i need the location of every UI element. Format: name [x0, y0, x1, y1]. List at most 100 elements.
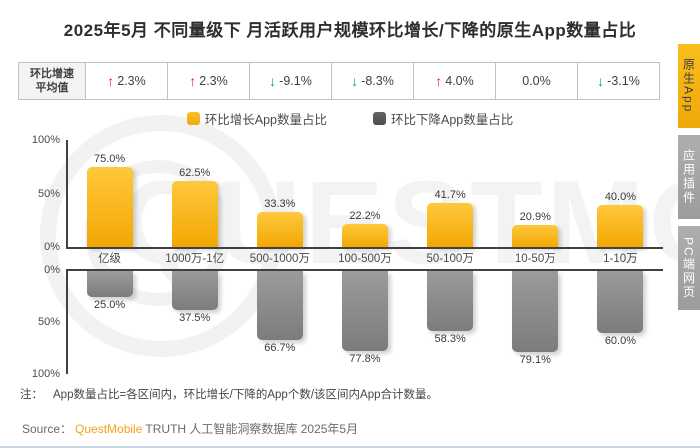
decline-bar	[86, 271, 133, 297]
avg-growth-value: 2.3%	[117, 74, 146, 88]
avg-growth-value: -3.1%	[607, 74, 640, 88]
avg-growth-value: 4.0%	[445, 74, 474, 88]
x-axis-line-bottom	[67, 269, 663, 271]
window-bottom-edge	[0, 446, 700, 448]
source-line: Source： QuestMobile TRUTH 人工智能洞察数据库 2025年5…	[22, 420, 358, 437]
tab-native-app[interactable]: 原生App	[678, 44, 700, 128]
decline-bar	[256, 271, 303, 340]
avg-growth-value: -8.3%	[361, 74, 394, 88]
growth-value-label: 22.2%	[349, 210, 381, 223]
decline-value-label: 77.8%	[349, 353, 381, 366]
y-tick-top-100: 100%	[31, 134, 60, 146]
category-label: 1-10万	[603, 253, 638, 265]
source-rest: TRUTH 人工智能洞察数据库 2025年5月	[145, 422, 359, 436]
category-label: 100-500万	[338, 253, 392, 265]
arrow-down-icon: ↓	[597, 73, 605, 89]
page-title: 2025年5月 不同量级下 月活跃用户规模环比增长/下降的原生App数量占比	[63, 21, 637, 40]
avg-growth-row-label: 环比增速 平均值	[19, 63, 86, 99]
avg-growth-row-label-line1: 环比增速	[30, 67, 74, 80]
growth-bar	[427, 202, 474, 248]
decline-bar-slot: 79.1%	[493, 271, 578, 374]
growth-value-label: 33.3%	[264, 198, 296, 211]
growth-bar-slot: 20.9%	[493, 140, 578, 248]
decline-value-label: 37.5%	[179, 311, 211, 324]
growth-bar	[256, 212, 303, 248]
legend-swatch-growth-icon	[186, 112, 200, 125]
avg-growth-value: 0.0%	[522, 74, 551, 88]
y-axis-line-top	[66, 140, 68, 249]
decline-bar	[512, 271, 559, 353]
decline-bar	[427, 271, 474, 332]
legend-item-growth: 环比增长App数量占比	[186, 109, 327, 128]
y-tick-bottom-100: 100%	[31, 368, 60, 380]
chart-legend: 环比增长App数量占比 环比下降App数量占比	[0, 109, 700, 128]
y-tick-top-0: 0%	[44, 241, 60, 253]
growth-value-label: 62.5%	[179, 166, 211, 179]
avg-growth-cell: ↑ 4.0%	[414, 63, 496, 99]
avg-growth-cell: ↑ 2.3%	[168, 63, 250, 99]
arrow-down-icon: ↓	[351, 73, 359, 89]
growth-bar-slot: 62.5%	[152, 140, 237, 248]
category-label: 1000万-1亿	[165, 253, 225, 265]
y-tick-bottom-0: 0%	[44, 264, 60, 276]
avg-growth-value: 2.3%	[199, 74, 228, 88]
category-label: 500-1000万	[249, 253, 310, 265]
decline-value-label: 66.7%	[264, 341, 296, 354]
avg-growth-value: -9.1%	[279, 74, 312, 88]
footnote-text: App数量占比=各区间内，环比增长/下降的App个数/该区间内App合计数量。	[53, 389, 438, 401]
diverging-bar-chart: 100% 50% 0% 0% 50% 100% 75.0% 62.5% 33.3% 2…	[32, 134, 663, 380]
category-label: 亿级	[98, 253, 122, 265]
legend-label-decline: 环比下降App数量占比	[391, 113, 514, 127]
decline-bar-slot: 25.0%	[67, 271, 152, 374]
y-axis-line-bottom	[66, 269, 68, 374]
side-tab-bar: 原生App 应用插件 PC端网页	[678, 44, 700, 310]
decline-bar	[171, 271, 218, 310]
growth-bar	[512, 225, 559, 248]
legend-label-growth: 环比增长App数量占比	[204, 113, 327, 127]
avg-growth-cell: ↓ -8.3%	[332, 63, 414, 99]
arrow-up-icon: ↑	[107, 73, 115, 89]
growth-bar	[86, 167, 133, 248]
decline-bar	[597, 271, 644, 333]
growth-value-label: 20.9%	[519, 211, 551, 224]
tab-app-plugin[interactable]: 应用插件	[678, 135, 700, 219]
growth-bar	[341, 224, 388, 248]
category-axis: 亿级 1000万-1亿 500-1000万 100-500万 50-100万 10-50万…	[67, 250, 663, 269]
decline-value-label: 25.0%	[93, 298, 126, 311]
decline-plot-area: 25.0% 37.5% 66.7% 77.8% 58.3% 79.1% 60.0%	[67, 271, 663, 374]
growth-plot-area: 75.0% 62.5% 33.3% 22.2% 41.7% 20.9% 40.0%	[67, 140, 663, 248]
decline-value-label: 60.0%	[604, 334, 637, 347]
avg-growth-cell: 0.0%	[496, 63, 578, 99]
arrow-down-icon: ↓	[269, 73, 277, 89]
growth-value-label: 75.0%	[93, 153, 126, 165]
growth-value-label: 41.7%	[434, 188, 466, 201]
arrow-up-icon: ↑	[435, 73, 443, 89]
decline-bar	[341, 271, 388, 352]
avg-growth-cell: ↑ 2.3%	[86, 63, 168, 99]
growth-bar-slot: 40.0%	[578, 140, 663, 248]
legend-item-decline: 环比下降App数量占比	[373, 109, 513, 128]
arrow-up-icon: ↑	[189, 73, 197, 89]
growth-bar-slot: 33.3%	[237, 140, 322, 248]
avg-growth-cell: ↓ -3.1%	[578, 63, 659, 99]
source-brand: QuestMobile	[75, 422, 143, 436]
y-tick-top-50: 50%	[37, 188, 60, 200]
decline-bar-slot: 60.0%	[578, 271, 663, 374]
decline-value-label: 79.1%	[519, 354, 551, 367]
decline-bar-slot: 58.3%	[408, 271, 493, 374]
tab-pc-web[interactable]: PC端网页	[678, 226, 700, 310]
category-label: 50-100万	[426, 253, 474, 265]
growth-bar	[597, 204, 644, 248]
legend-swatch-decline-icon	[373, 112, 386, 125]
growth-value-label: 40.0%	[604, 190, 637, 203]
category-label: 10-50万	[514, 253, 556, 265]
growth-bar	[171, 180, 218, 248]
decline-value-label: 58.3%	[434, 333, 466, 346]
growth-bar-slot: 22.2%	[322, 140, 407, 248]
x-axis-line-top	[67, 247, 663, 249]
avg-growth-table: 环比增速 平均值 ↑ 2.3% ↑ 2.3% ↓ -9.1% ↓ -8.3% ↑ 4.0% 0.0%…	[18, 62, 660, 100]
footnote: 注： App数量占比=各区间内，环比增长/下降的App个数/该区间内App合计数量…	[20, 386, 438, 402]
avg-growth-cell: ↓ -9.1%	[250, 63, 332, 99]
growth-bar-slot: 41.7%	[408, 140, 493, 248]
